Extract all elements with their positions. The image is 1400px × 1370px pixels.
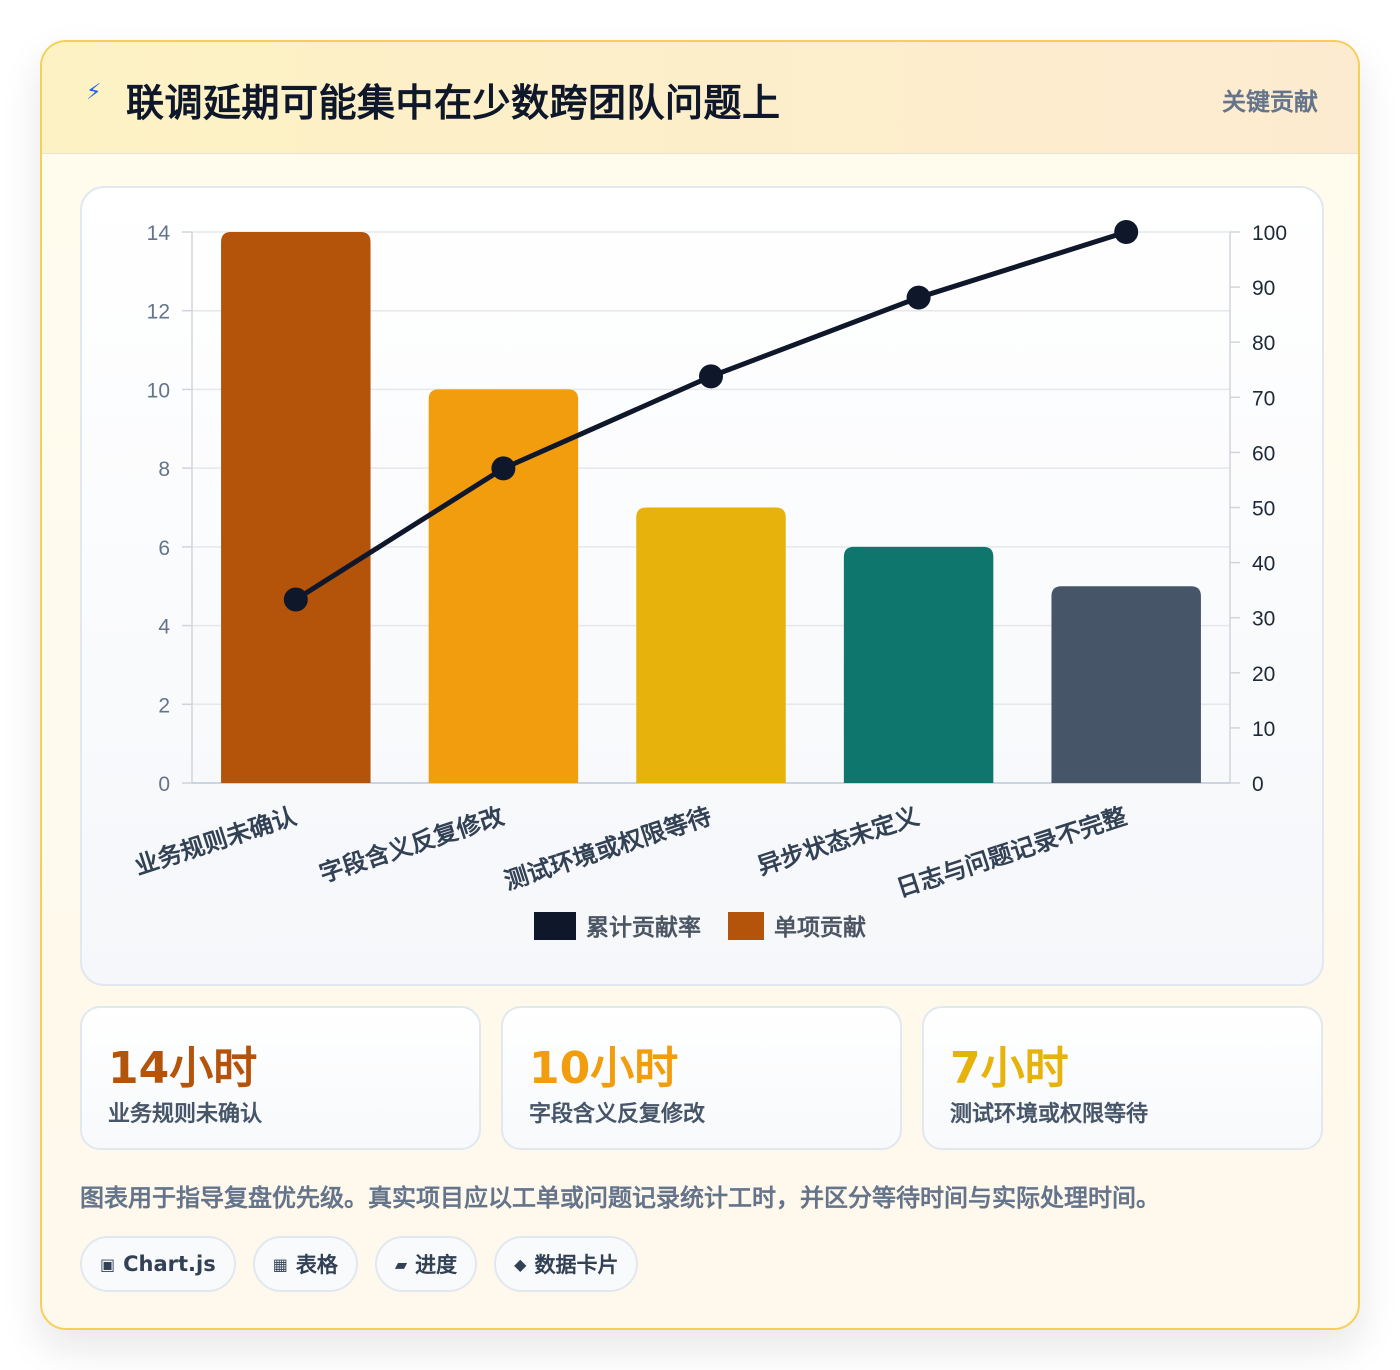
square-icon: ▣ (100, 1254, 116, 1274)
y-right-tick-label: 20 (1252, 663, 1275, 686)
x-tick-label: 字段含义反复修改 (316, 802, 507, 888)
legend-label: 累计贡献率 (586, 914, 701, 941)
tag-data-card[interactable]: ◆ 数据卡片 (494, 1236, 639, 1292)
y-left-tick-label: 10 (147, 379, 170, 402)
legend-label: 单项贡献 (774, 915, 866, 941)
x-tick-label: 异步状态未定义 (754, 802, 922, 881)
y-right-tick-label: 80 (1252, 332, 1275, 355)
tag-list: ▣ Chart.js ▦ 表格 ▰ 进度 ◆ 数据卡片 (80, 1236, 639, 1292)
stat-value: 14小时 (108, 1043, 258, 1094)
chart-note: 图表用于指导复盘优先级。真实项目应以工单或问题记录统计工时，并区分等待时间与实际… (80, 1184, 1160, 1212)
y-right-tick-label: 60 (1252, 442, 1275, 465)
bar (636, 507, 786, 783)
x-tick-label: 测试环境或权限等待 (501, 802, 715, 895)
stat-label: 业务规则未确认 (108, 1102, 263, 1127)
bar (843, 546, 994, 783)
tag-label: Chart.js (123, 1252, 216, 1276)
stat-value: 7小时 (950, 1043, 1069, 1094)
x-tick-label: 日志与问题记录不完整 (893, 802, 1130, 903)
legend-swatch (728, 912, 764, 940)
y-left-tick-label: 8 (158, 458, 170, 481)
stat-label: 字段含义反复修改 (529, 1102, 706, 1127)
card-header: ⚡ 联调延期可能集中在少数跨团队问题上 关键贡献 (42, 42, 1358, 154)
y-right-tick-label: 30 (1252, 608, 1275, 631)
x-tick-label: 业务规则未确认 (131, 802, 299, 881)
y-left-tick-label: 6 (158, 537, 170, 560)
tag-label: 数据卡片 (534, 1253, 619, 1277)
pareto-chart: 0 2 4 6 8 10 12 14 0 10 20 30 40 50 60 70 80 90 100 业务规则未确认… (131, 220, 1287, 941)
stat-card: 14小时 业务规则未确认 (80, 1006, 481, 1150)
tag-label: 表格 (295, 1253, 338, 1277)
y-right-tick-label: 0 (1252, 773, 1264, 796)
y-right-tick-label: 70 (1252, 387, 1275, 410)
chart-panel: 0 2 4 6 8 10 12 14 0 10 20 30 40 50 60 70 80 90 100 业务规则未确认… (80, 186, 1324, 986)
y-right-tick-label: 40 (1252, 553, 1275, 576)
progress-icon: ▰ (394, 1254, 408, 1274)
cumulative-point (1114, 220, 1139, 244)
stat-label: 测试环境或权限等待 (950, 1102, 1149, 1127)
cumulative-point (283, 587, 308, 612)
y-left-tick-label: 4 (158, 616, 170, 639)
bar (1051, 586, 1201, 783)
stat-value: 10小时 (529, 1043, 679, 1094)
card-title: 联调延期可能集中在少数跨团队问题上 (126, 81, 781, 125)
stat-card: 10小时 字段含义反复修改 (501, 1006, 902, 1150)
y-left-tick-label: 2 (158, 694, 170, 717)
y-left-tick-label: 0 (158, 773, 170, 796)
tag-progress[interactable]: ▰ 进度 (374, 1236, 478, 1292)
tag-table[interactable]: ▦ 表格 (252, 1236, 358, 1292)
stat-card: 7小时 测试环境或权限等待 (922, 1006, 1323, 1150)
y-left-tick-label: 12 (147, 301, 170, 324)
legend-swatch (534, 912, 576, 940)
y-right-tick-label: 100 (1252, 222, 1287, 245)
tag-chartjs[interactable]: ▣ Chart.js (80, 1236, 236, 1292)
grid-icon: ▦ (272, 1254, 288, 1274)
cumulative-point (699, 364, 723, 389)
cumulative-point (491, 456, 516, 481)
key-contribution-badge: 关键贡献 (1222, 88, 1318, 116)
y-right-tick-label: 90 (1252, 277, 1275, 300)
bar (428, 389, 579, 783)
y-left-tick-label: 14 (147, 222, 171, 245)
tag-label: 进度 (415, 1253, 458, 1277)
y-right-tick-label: 50 (1252, 498, 1275, 521)
bar (221, 232, 371, 783)
diamond-icon: ◆ (514, 1254, 527, 1274)
lightning-icon: ⚡ (86, 80, 102, 105)
y-right-tick-label: 10 (1252, 718, 1275, 741)
cumulative-point (906, 285, 931, 310)
pareto-card: ⚡ 联调延期可能集中在少数跨团队问题上 关键贡献 0 2 4 6 8 10 12 14 0 10 2… (40, 40, 1360, 1330)
